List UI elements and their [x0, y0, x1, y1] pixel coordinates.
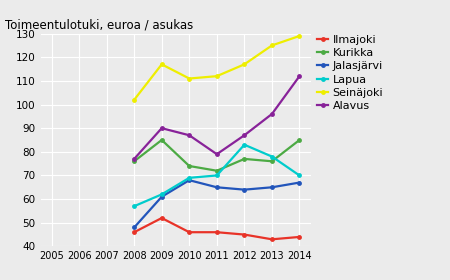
- Seinäjoki: [214, 74, 220, 78]
- Alavus: [242, 134, 247, 137]
- Line: Alavus: Alavus: [132, 74, 302, 161]
- Seinäjoki: [297, 34, 302, 38]
- Ilmajoki: [242, 233, 247, 236]
- Ilmajoki: [159, 216, 164, 220]
- Alavus: [187, 134, 192, 137]
- Line: Seinäjoki: Seinäjoki: [132, 34, 302, 102]
- Lapua: [242, 143, 247, 146]
- Jalasjärvi: [297, 181, 302, 184]
- Ilmajoki: [187, 230, 192, 234]
- Kurikka: [131, 160, 137, 163]
- Seinäjoki: [187, 77, 192, 80]
- Seinäjoki: [159, 63, 164, 66]
- Kurikka: [159, 138, 164, 142]
- Jalasjärvi: [159, 195, 164, 199]
- Jalasjärvi: [242, 188, 247, 191]
- Ilmajoki: [131, 230, 137, 234]
- Lapua: [297, 174, 302, 177]
- Kurikka: [269, 160, 274, 163]
- Line: Jalasjärvi: Jalasjärvi: [132, 178, 302, 230]
- Lapua: [269, 155, 274, 158]
- Alavus: [131, 157, 137, 161]
- Lapua: [214, 174, 220, 177]
- Ilmajoki: [214, 230, 220, 234]
- Ilmajoki: [269, 238, 274, 241]
- Kurikka: [214, 169, 220, 172]
- Alavus: [214, 153, 220, 156]
- Kurikka: [242, 157, 247, 161]
- Seinäjoki: [242, 63, 247, 66]
- Lapua: [131, 204, 137, 208]
- Jalasjärvi: [187, 179, 192, 182]
- Line: Ilmajoki: Ilmajoki: [132, 216, 302, 242]
- Text: Toimeentulotuki, euroa / asukas: Toimeentulotuki, euroa / asukas: [5, 18, 194, 31]
- Jalasjärvi: [214, 186, 220, 189]
- Legend: Ilmajoki, Kurikka, Jalasjärvi, Lapua, Seinäjoki, Alavus: Ilmajoki, Kurikka, Jalasjärvi, Lapua, Se…: [316, 34, 384, 113]
- Seinäjoki: [269, 44, 274, 47]
- Kurikka: [187, 164, 192, 168]
- Seinäjoki: [131, 98, 137, 101]
- Ilmajoki: [297, 235, 302, 239]
- Line: Kurikka: Kurikka: [132, 137, 302, 173]
- Lapua: [187, 176, 192, 179]
- Jalasjärvi: [131, 226, 137, 229]
- Line: Lapua: Lapua: [132, 142, 302, 209]
- Alavus: [159, 127, 164, 130]
- Lapua: [159, 193, 164, 196]
- Alavus: [269, 112, 274, 116]
- Kurikka: [297, 138, 302, 142]
- Alavus: [297, 74, 302, 78]
- Jalasjärvi: [269, 186, 274, 189]
